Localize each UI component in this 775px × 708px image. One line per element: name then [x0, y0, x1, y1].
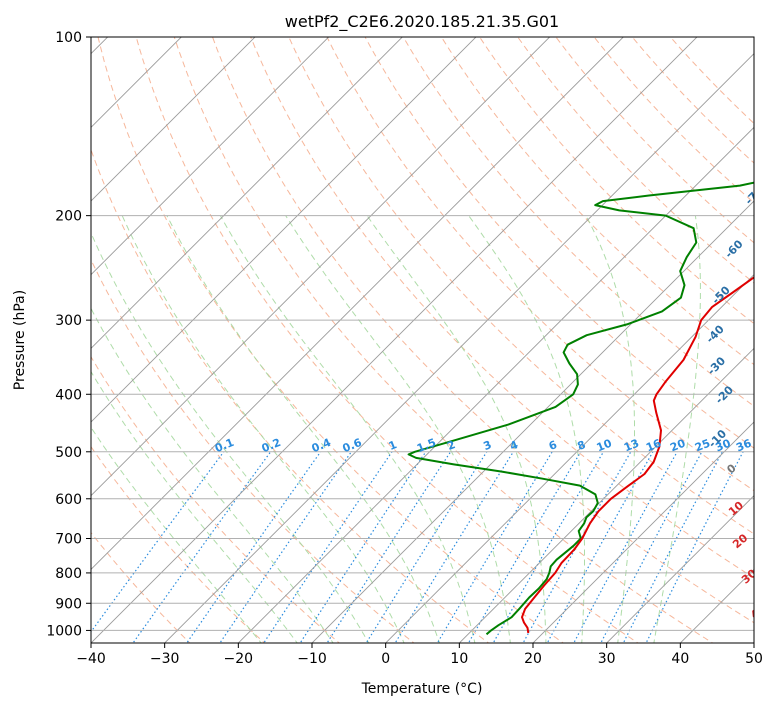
mixing-ratio-line: [600, 451, 703, 643]
mixing-ratio-label: 2: [445, 438, 457, 453]
x-tick-label: −40: [76, 651, 106, 667]
mixing-ratio-line: [365, 451, 488, 643]
y-axis-label: Pressure (hPa): [12, 290, 28, 390]
moist-adiabat-line: [219, 215, 476, 643]
mixing-ratio-line: [219, 451, 352, 643]
y-tick-label: 100: [55, 30, 82, 46]
y-tick-label: 1000: [46, 623, 82, 639]
x-tick-label: 10: [450, 651, 468, 667]
plot-area: -100-90-80-70-60-50-40-30-20-100.10.20.4…: [91, 37, 768, 643]
x-tick-label: 50: [745, 651, 763, 667]
moist-adiabat-line: [585, 215, 635, 643]
isotherm-line: [91, 37, 403, 349]
mixing-ratio-label: 8: [575, 438, 587, 453]
isotherm-line: [91, 37, 477, 423]
mixing-ratio-line: [91, 451, 225, 633]
isotherm-line: [91, 37, 551, 497]
x-tick-label: 40: [671, 651, 689, 667]
moist-adiabat-line: [366, 215, 547, 643]
isotherm-line: [91, 37, 182, 128]
dry-adiabat-line: [288, 37, 754, 535]
moist-adiabat-line: [653, 215, 701, 643]
mixing-ratio-line: [186, 451, 322, 643]
isotherm-label: -70: [743, 184, 766, 207]
x-axis-label: Temperature (°C): [361, 681, 483, 697]
y-tick-label: 800: [55, 566, 82, 582]
mixing-ratio-label: 1: [387, 438, 399, 453]
isotherm-line: [91, 37, 256, 202]
y-tick-label: 600: [55, 492, 82, 508]
dry-adiabat-line: [91, 148, 490, 643]
dry-adiabat-line: [173, 37, 714, 643]
mixing-ratio-line: [622, 451, 723, 643]
moist-adiabat-line: [285, 215, 511, 643]
dry-adiabat-line: [326, 37, 754, 492]
x-tick-label: −20: [224, 651, 254, 667]
dry-adiabat-line: [250, 37, 754, 579]
mixing-ratio-line: [492, 451, 605, 643]
moist-adiabat-line: [166, 215, 441, 643]
x-tick-label: −30: [150, 651, 180, 667]
mixing-ratio-line: [573, 451, 678, 643]
x-tick-label: 0: [381, 651, 390, 667]
mixing-ratio-line: [394, 451, 514, 643]
mixing-ratio-label: 16: [644, 437, 663, 455]
moist-adiabat-line: [468, 215, 585, 643]
y-tick-label: 700: [55, 532, 82, 548]
x-tick-label: 30: [598, 651, 616, 667]
dry-adiabat-line: [440, 37, 754, 366]
x-tick-label: 20: [524, 651, 542, 667]
axes-ticks: −40 −30 −20 −10 0 10 20 30 40 50 100 200 300 400 500 60…: [46, 30, 763, 667]
y-tick-label: 300: [55, 313, 82, 329]
mixing-ratio-label: 3: [481, 438, 493, 453]
mixing-ratio-line: [326, 451, 452, 643]
moist-adiabat-line: [91, 426, 262, 643]
y-tick-label: 400: [55, 387, 82, 403]
mixing-ratio-label: 10: [595, 437, 614, 455]
dewpoint-profile-line: [407, 181, 754, 636]
axes-frame: [90, 36, 755, 644]
isotherm-line: [91, 37, 330, 276]
mixing-ratio-line: [263, 451, 393, 643]
mixing-ratio-label: 25: [693, 437, 712, 455]
dry-adiabat-line: [402, 37, 754, 407]
dry-adiabat-line: [364, 37, 754, 449]
y-tick-label: 500: [55, 445, 82, 461]
temperature-profile-line: [521, 276, 754, 634]
mixing-ratio-label: 13: [622, 437, 641, 455]
mixing-ratio-label: 30: [714, 437, 733, 455]
y-tick-label: 200: [55, 209, 82, 225]
mixing-ratio-label: 20: [668, 437, 687, 455]
mixing-ratio-label: 36: [734, 437, 753, 455]
moist-adiabat-line: [91, 307, 334, 643]
moist-adiabat-line: [91, 370, 298, 643]
mixing-ratio-line: [467, 451, 582, 643]
moist-adiabat-label: 40: [748, 602, 768, 622]
moist-adiabat-line: [121, 215, 405, 643]
x-tick-label: −10: [297, 651, 327, 667]
chart-title: wetPf2_C2E6.2020.185.21.35.G01: [285, 12, 559, 32]
y-tick-label: 900: [55, 596, 82, 612]
mixing-ratio-line: [299, 451, 427, 643]
